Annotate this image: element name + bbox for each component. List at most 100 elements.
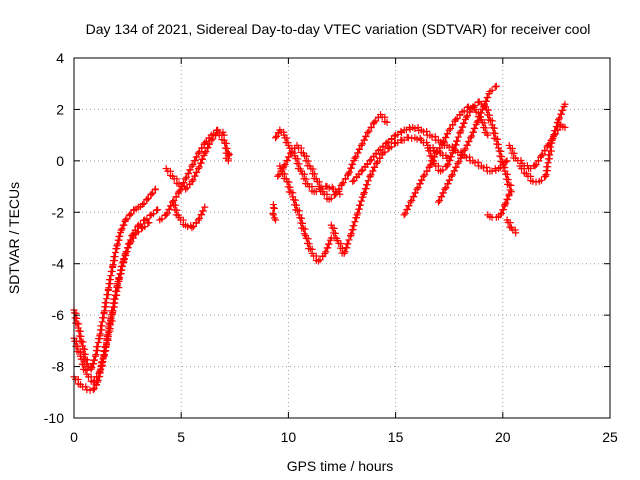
data-point [191,157,199,165]
data-point [501,201,509,209]
data-point [345,236,353,244]
data-point [483,94,491,102]
data-point [473,118,481,126]
data-point [209,130,217,138]
data-point [474,117,482,125]
data-point [114,236,122,244]
data-point [456,129,464,137]
data-point [468,132,476,140]
y-tick-label--4: -4 [52,256,65,272]
data-point [298,214,306,222]
data-point [349,222,357,230]
data-point [121,216,129,224]
y-tick-label-2: 2 [56,101,64,117]
data-point [545,151,553,159]
data-point [345,168,353,176]
data-point [123,215,131,223]
data-point [198,144,206,152]
data-point [195,163,203,171]
data-point [286,183,294,191]
data-point [442,184,450,192]
y-tick-label--8: -8 [52,359,65,375]
data-point [475,113,483,121]
data-point [461,145,469,153]
data-point [95,369,103,377]
data-point [220,131,228,139]
data-point [158,215,166,223]
data-point [357,141,365,149]
data-point [149,210,157,218]
series-arc-16 [503,216,520,237]
data-point [188,177,196,185]
data-point [421,171,429,179]
data-point [291,196,299,204]
data-point [341,175,349,183]
y-tick-label--2: -2 [52,204,65,220]
data-point [198,155,206,163]
series-arc-1 [70,185,159,373]
data-point [483,163,491,171]
data-point [497,147,505,155]
data-point [506,186,514,194]
data-point [272,134,280,142]
data-point [445,157,453,165]
data-point [192,169,200,177]
data-point [485,111,493,119]
data-point [390,132,398,140]
data-point [110,253,118,261]
data-point [394,130,402,138]
data-point [454,159,462,167]
data-point [201,149,209,157]
data-point [184,223,192,231]
data-point [437,193,445,201]
data-point [274,129,282,137]
data-point [101,299,109,307]
data-point [141,223,149,231]
data-point [359,190,367,198]
data-point [335,185,343,193]
series-arc-13 [424,98,515,196]
data-point [103,291,111,299]
data-point [194,165,202,173]
data-point [451,141,459,149]
data-point [355,171,363,179]
data-point [223,145,231,153]
data-point [143,195,151,203]
data-point [488,86,496,94]
data-point [452,163,460,171]
data-point [499,206,507,214]
data-point [323,244,331,252]
data-point [447,172,455,180]
data-point [370,163,378,171]
data-point [348,160,356,168]
data-point [460,119,468,127]
data-point [411,125,419,133]
data-point [341,248,349,256]
data-point [440,137,448,145]
data-point [119,257,127,265]
series-arc-18 [516,100,569,186]
series-arc-12 [400,103,492,219]
data-point [411,189,419,197]
data-point [355,145,363,153]
data-point [431,133,439,141]
data-point [432,149,440,157]
y-tick-label--10: -10 [44,410,64,426]
data-point [353,211,361,219]
data-point [383,139,391,147]
plot-border [73,57,611,419]
data-point [175,188,183,196]
data-point [539,150,547,158]
data-point [201,139,209,147]
data-point [110,295,118,303]
data-point [101,343,109,351]
data-point [332,190,340,198]
series-arc-19 [269,201,280,224]
data-point [273,132,281,140]
data-point [90,356,98,364]
data-point [154,206,162,214]
data-point [97,322,105,330]
data-point [549,135,557,143]
